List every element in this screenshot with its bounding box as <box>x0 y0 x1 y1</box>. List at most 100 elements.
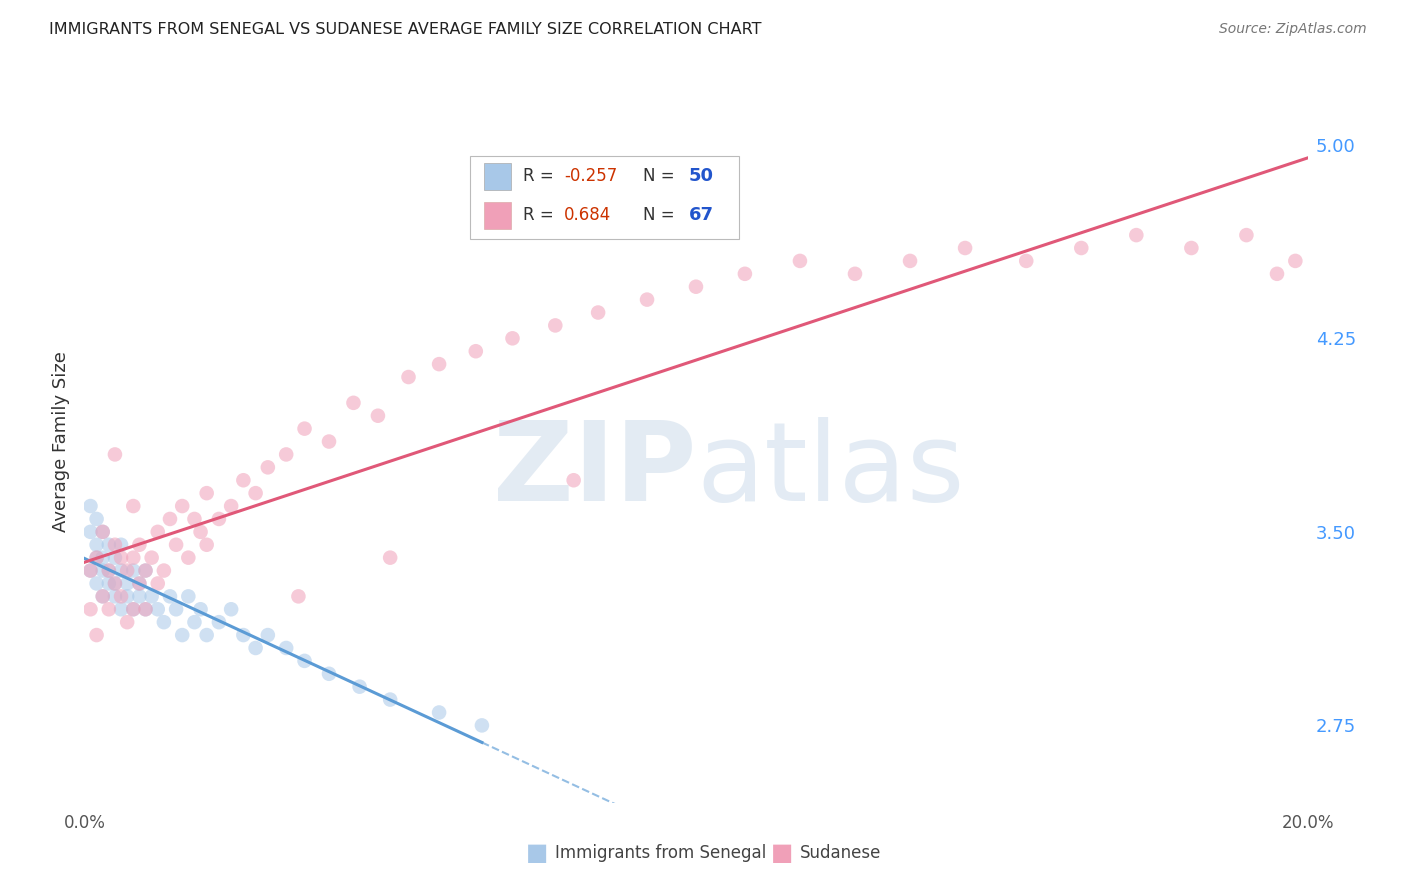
Point <box>86 550 108 565</box>
Point <box>79 564 101 578</box>
Text: N =: N = <box>644 168 681 186</box>
Point <box>91 564 114 578</box>
Point <box>79 602 101 616</box>
Point <box>294 422 316 436</box>
Point <box>104 576 127 591</box>
Point <box>86 576 108 591</box>
Point <box>172 628 194 642</box>
Point <box>128 590 150 604</box>
Point <box>844 267 866 281</box>
Text: ■: ■ <box>526 841 548 865</box>
Point <box>122 499 145 513</box>
Point <box>219 499 242 513</box>
Point <box>86 628 108 642</box>
Text: Immigrants from Senegal: Immigrants from Senegal <box>555 845 766 863</box>
Text: R =: R = <box>523 168 560 186</box>
Point <box>1070 241 1092 255</box>
Point <box>342 396 364 410</box>
Point <box>287 590 309 604</box>
Point <box>380 692 402 706</box>
Point <box>544 318 567 333</box>
Point <box>91 590 114 604</box>
Point <box>380 550 402 565</box>
Point <box>318 434 340 449</box>
Point <box>91 524 114 539</box>
Point <box>208 512 231 526</box>
Point <box>953 241 976 255</box>
Point <box>789 253 811 268</box>
Point <box>257 628 280 642</box>
Point <box>115 615 138 630</box>
Point <box>135 564 157 578</box>
Point <box>115 564 138 578</box>
Point <box>586 305 609 319</box>
Point <box>349 680 371 694</box>
Point <box>190 524 212 539</box>
Point <box>502 331 524 345</box>
Point <box>110 564 132 578</box>
Point <box>257 460 280 475</box>
Point <box>135 602 157 616</box>
Point <box>104 576 127 591</box>
Point <box>146 602 169 616</box>
Point <box>110 538 132 552</box>
Point <box>91 550 114 565</box>
Point <box>104 550 127 565</box>
Point <box>79 564 101 578</box>
Point <box>1284 253 1306 268</box>
Text: 67: 67 <box>689 206 714 225</box>
Point <box>367 409 389 423</box>
Point <box>104 447 127 461</box>
Point <box>195 538 218 552</box>
Point <box>685 279 707 293</box>
Point <box>1180 241 1202 255</box>
Point <box>219 602 242 616</box>
Point <box>183 615 205 630</box>
Point <box>464 344 486 359</box>
Point <box>79 499 101 513</box>
Point <box>128 576 150 591</box>
Point <box>427 706 450 720</box>
Point <box>135 602 157 616</box>
Text: Source: ZipAtlas.com: Source: ZipAtlas.com <box>1219 22 1367 37</box>
Point <box>153 564 176 578</box>
Text: ■: ■ <box>770 841 793 865</box>
Point <box>165 538 187 552</box>
Point <box>115 576 138 591</box>
Point <box>177 590 200 604</box>
Point <box>159 512 181 526</box>
Point <box>232 628 254 642</box>
Point <box>110 590 132 604</box>
Point <box>141 550 163 565</box>
Point <box>1236 228 1258 243</box>
Point <box>122 550 145 565</box>
Point <box>562 473 585 487</box>
Point <box>79 524 101 539</box>
Point <box>122 564 145 578</box>
Point <box>159 590 181 604</box>
Point <box>135 564 157 578</box>
Point <box>165 602 187 616</box>
Point <box>146 576 169 591</box>
Point <box>97 564 120 578</box>
Point <box>122 602 145 616</box>
Bar <box>484 202 512 229</box>
Point <box>195 628 218 642</box>
Point <box>86 550 108 565</box>
Text: R =: R = <box>523 206 565 225</box>
Point <box>318 666 340 681</box>
Text: N =: N = <box>644 206 681 225</box>
Point <box>104 538 127 552</box>
Point <box>398 370 420 384</box>
Point <box>1265 267 1288 281</box>
Text: ZIP: ZIP <box>492 417 696 524</box>
Text: atlas: atlas <box>696 417 965 524</box>
Point <box>91 524 114 539</box>
Point <box>276 640 298 655</box>
Text: Sudanese: Sudanese <box>800 845 882 863</box>
Point <box>190 602 212 616</box>
Point <box>86 538 108 552</box>
Point <box>195 486 218 500</box>
Point <box>232 473 254 487</box>
Point <box>153 615 176 630</box>
